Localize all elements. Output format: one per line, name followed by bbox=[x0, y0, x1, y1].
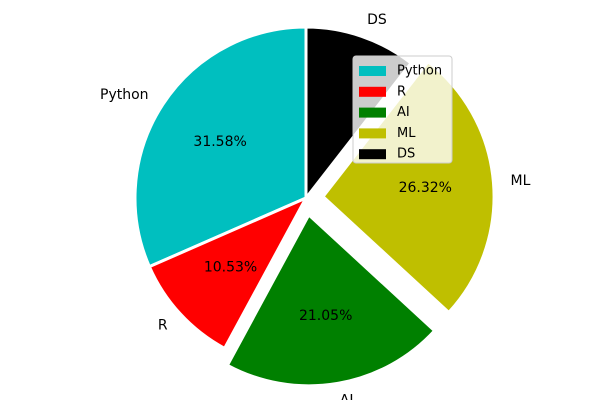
slice-percent-r: 10.53% bbox=[204, 259, 257, 275]
pie-slice-r bbox=[147, 196, 308, 350]
pie-slice-ai bbox=[225, 213, 437, 388]
pie-slice-python bbox=[133, 25, 308, 269]
chart-legend: Python R AI ML DS bbox=[352, 55, 453, 164]
legend-label-python: Python bbox=[397, 64, 442, 79]
legend-swatch-ds bbox=[359, 149, 386, 160]
slice-percent-ml: 26.32% bbox=[399, 180, 452, 196]
slice-label-ai: AI bbox=[340, 392, 354, 400]
slice-percent-ai: 21.05% bbox=[299, 308, 352, 324]
legend-label-ml: ML bbox=[397, 126, 416, 141]
slice-percent-python: 31.58% bbox=[193, 134, 246, 150]
legend-label-ds: DS bbox=[397, 147, 415, 162]
legend-swatch-python bbox=[359, 66, 386, 76]
legend-swatch-r bbox=[359, 86, 386, 97]
slice-label-r: R bbox=[158, 317, 168, 333]
slice-label-python: Python bbox=[100, 87, 149, 103]
legend-label-r: R bbox=[397, 84, 406, 99]
legend-swatch-ml bbox=[359, 128, 386, 139]
slice-label-ds: DS bbox=[367, 12, 387, 28]
pie-labels: Python 31.58% R 10.53% AI 21.05% ML 26.32% DS bbox=[100, 12, 531, 405]
slice-label-ml: ML bbox=[511, 173, 531, 189]
legend-swatch-ai bbox=[359, 107, 386, 118]
legend-label-ai: AI bbox=[397, 105, 410, 120]
